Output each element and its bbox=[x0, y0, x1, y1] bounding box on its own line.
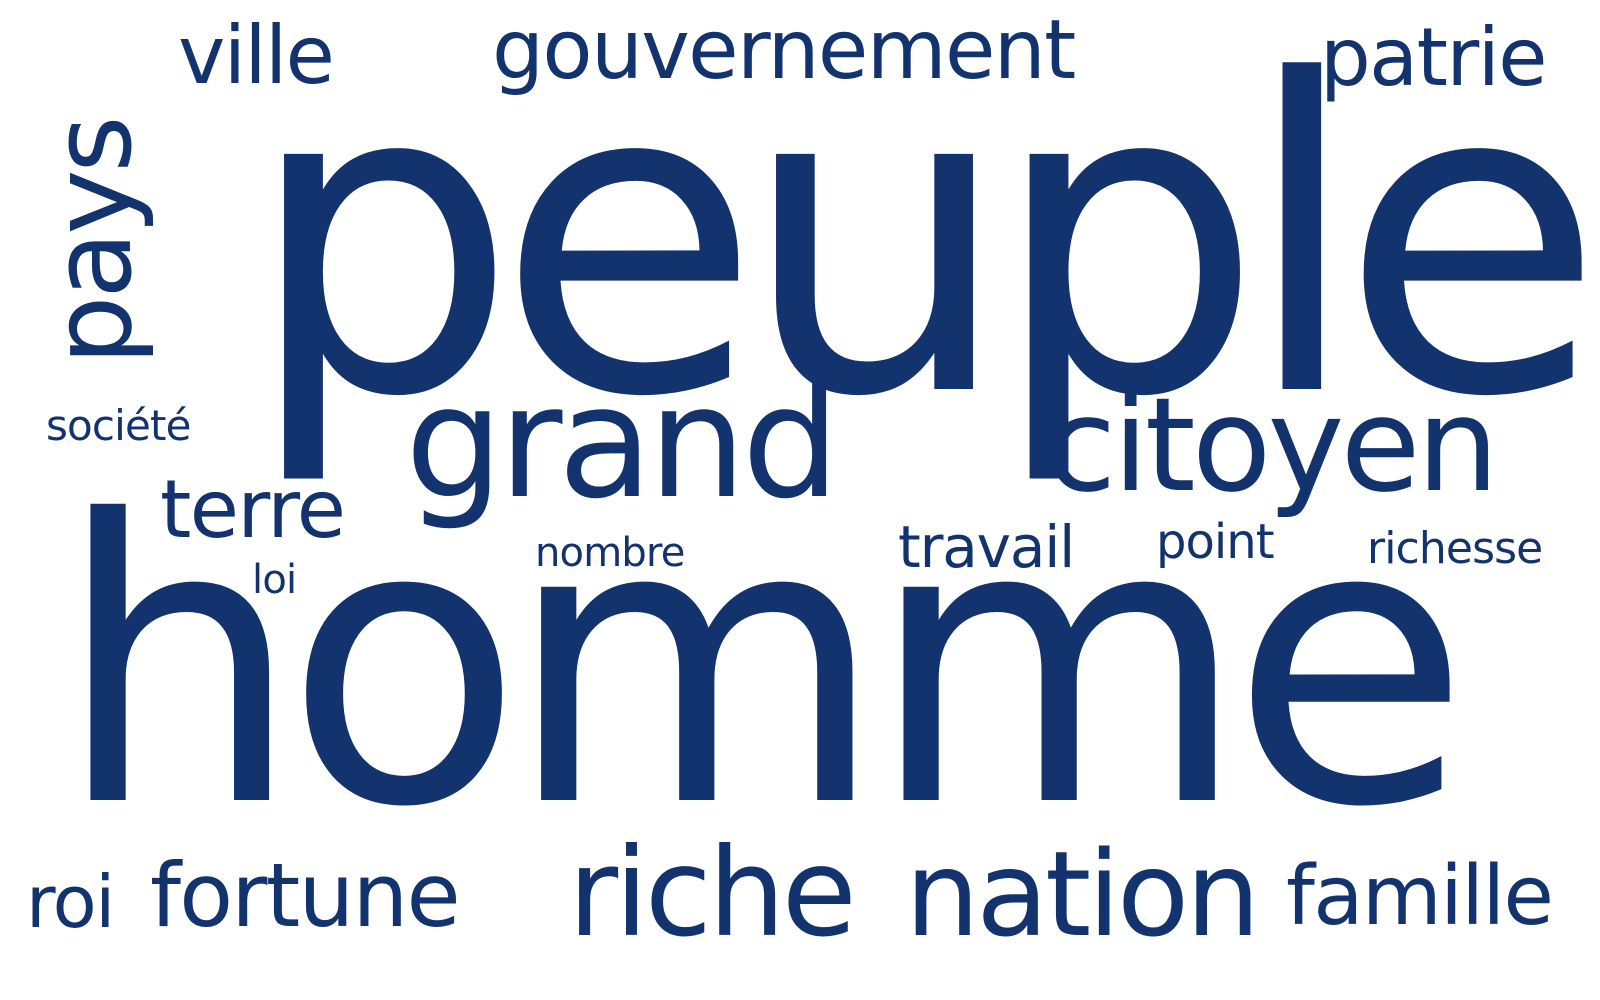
word-societe: société bbox=[46, 401, 191, 450]
word-citoyen: citoyen bbox=[1045, 369, 1499, 521]
word-travail: travail bbox=[898, 513, 1075, 581]
word-homme: homme bbox=[55, 438, 1470, 892]
word-patrie: patrie bbox=[1320, 11, 1548, 104]
word-loi: loi bbox=[252, 557, 297, 603]
word-peuple: peuple bbox=[245, 0, 1600, 491]
word-point: point bbox=[1156, 514, 1275, 570]
word-riche: riche bbox=[568, 822, 857, 964]
word-fortune: fortune bbox=[150, 844, 461, 947]
word-grand: grand bbox=[405, 352, 840, 533]
word-gouvernement: gouvernement bbox=[492, 3, 1076, 98]
word-pays: pays bbox=[28, 118, 156, 366]
word-richesse: richesse bbox=[1367, 523, 1543, 574]
word-famille: famille bbox=[1286, 849, 1554, 944]
word-nation: nation bbox=[905, 825, 1260, 963]
word-nombre: nombre bbox=[535, 530, 685, 576]
word-terre: terre bbox=[160, 463, 346, 556]
word-roi: roi bbox=[26, 860, 115, 944]
word-ville: ville bbox=[178, 9, 335, 102]
